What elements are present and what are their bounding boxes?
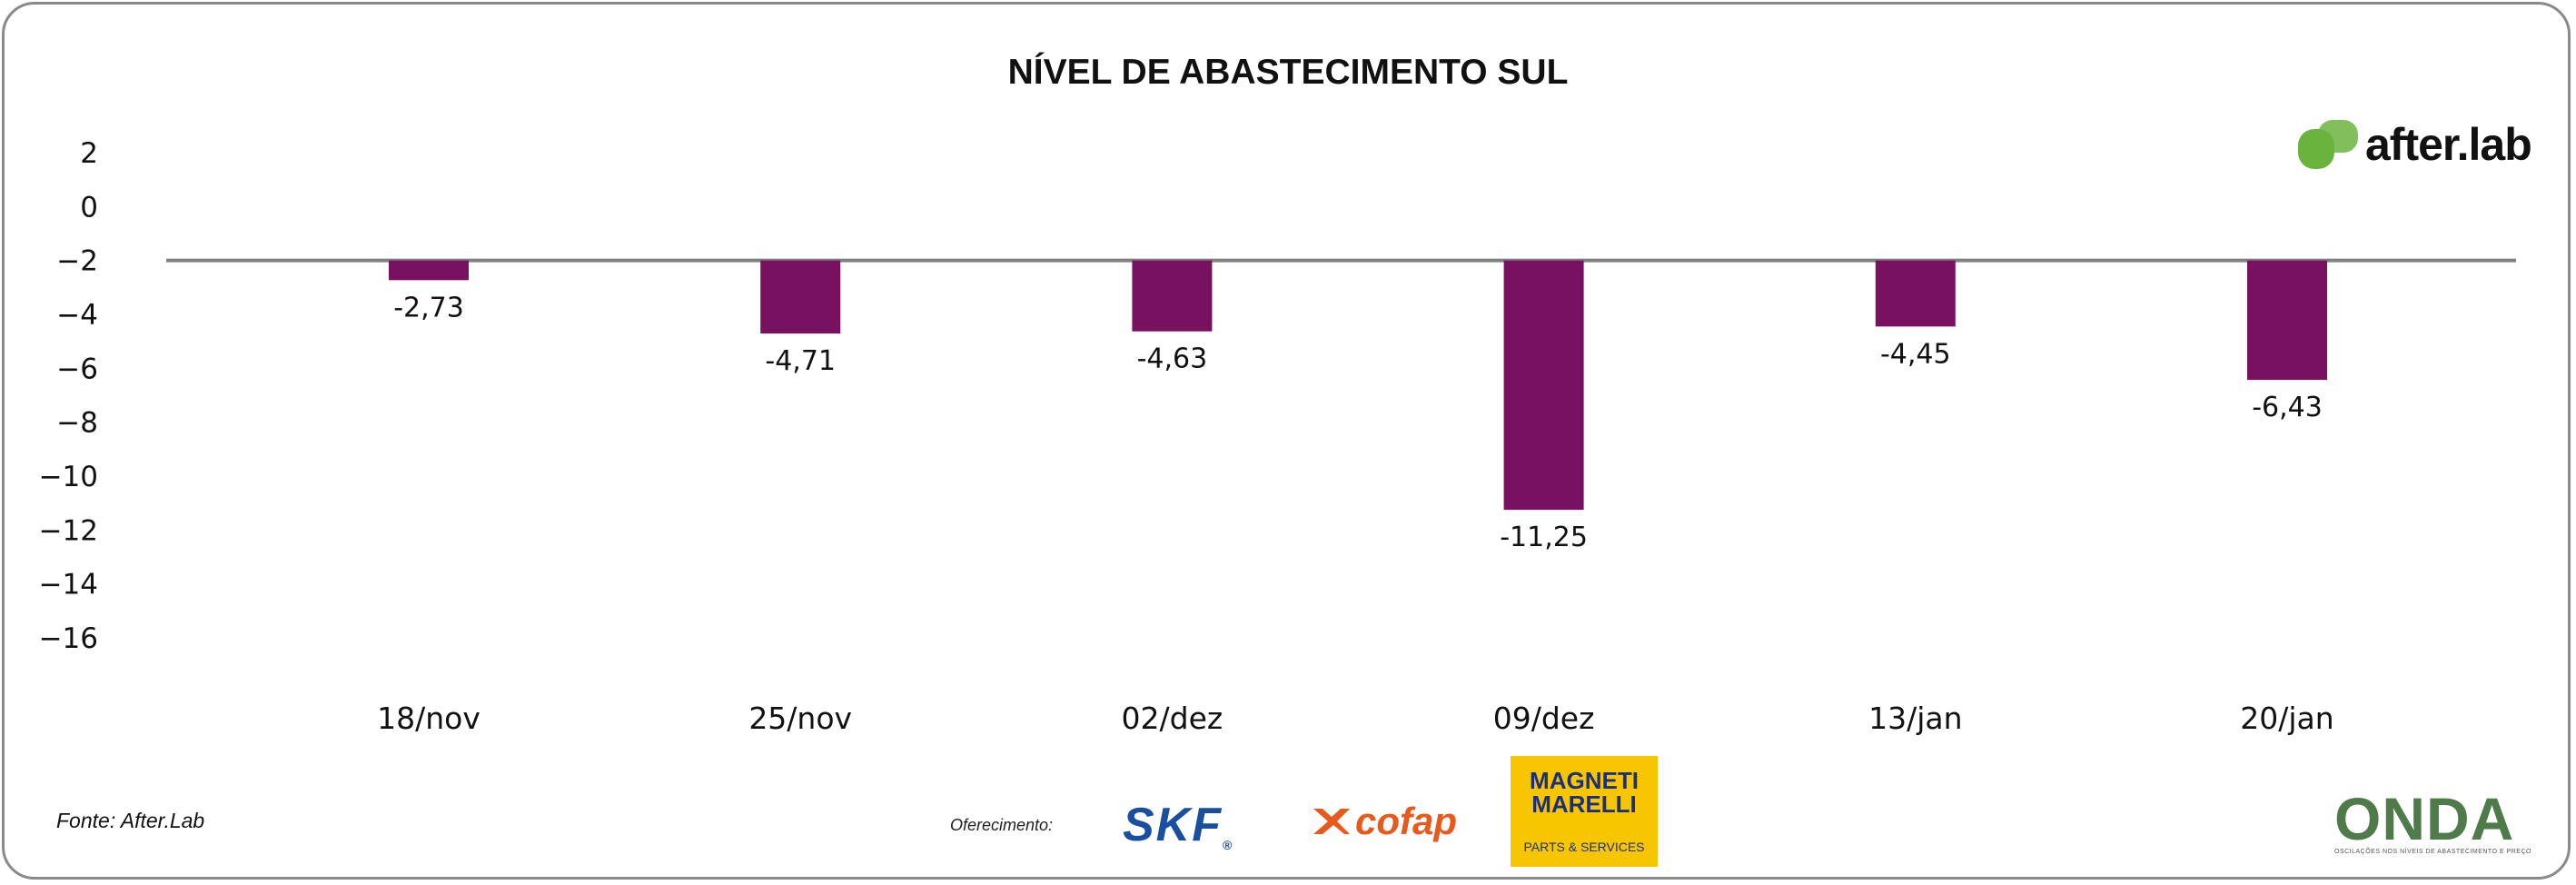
y-tick-label: −10 [39, 461, 98, 493]
sponsor-label: Oferecimento: [950, 816, 1054, 834]
data-labels: -2,73 -4,71 -4,63 -11,25 -4,45 -6,43 [393, 292, 2323, 553]
x-category-label: 09/dez [1493, 701, 1595, 736]
onda-tagline: OSCILAÇÕES NOS NÍVEIS DE ABASTECIMENTO E… [2334, 849, 2531, 855]
bar-data-label: -6,43 [2252, 392, 2323, 423]
x-category-label: 18/nov [377, 701, 481, 736]
x-category-label: 02/dez [1122, 701, 1224, 736]
afterlab-logo: after.lab [2296, 114, 2532, 174]
source-note: Fonte: After.Lab [56, 809, 205, 832]
chart-title: NÍVEL DE ABASTECIMENTO SUL [1007, 53, 1569, 92]
y-tick-label: −16 [39, 622, 98, 655]
x-category-label: 20/jan [2240, 701, 2333, 736]
skf-wordmark: SKF [1123, 799, 1223, 851]
marelli-line: MARELLI [1531, 791, 1637, 818]
cofap-x-icon [1313, 809, 1350, 834]
afterlab-wordmark: after.lab [2365, 119, 2532, 170]
magneti-marelli-logo: MAGNETI MARELLI PARTS & SERVICES [1511, 756, 1658, 867]
onda-wordmark: ONDA [2334, 785, 2515, 852]
magneti-line: MAGNETI [1530, 767, 1639, 794]
bar-data-label: -11,25 [1500, 522, 1588, 553]
cofap-wordmark: cofap [1355, 800, 1458, 842]
magneti-marelli-wordmark: MAGNETI MARELLI [1511, 769, 1658, 816]
x-category-label: 25/nov [748, 701, 852, 736]
y-tick-label: −4 [56, 299, 98, 332]
y-tick-label: −14 [39, 569, 98, 602]
registered-icon: ® [1223, 838, 1234, 852]
bar-series [389, 260, 2327, 511]
skf-logo: SKF® [1123, 798, 1234, 852]
y-axis-ticks: 2 0 −2 −4 −6 −8 −10 −12 −14 −16 [39, 137, 98, 655]
x-category-label: 13/jan [1868, 701, 1962, 736]
bar-data-label: -4,45 [1880, 338, 1951, 370]
bar [760, 260, 841, 334]
magneti-subtitle: PARTS & SERVICES [1523, 840, 1645, 854]
bar [2247, 260, 2327, 381]
y-tick-label: −8 [56, 407, 98, 440]
y-tick-label: 2 [80, 137, 98, 170]
bar [1875, 260, 1956, 327]
y-tick-label: −2 [56, 245, 98, 278]
onda-logo: ONDA OSCILAÇÕES NOS NÍVEIS DE ABASTECIME… [2334, 785, 2531, 855]
bar [389, 260, 469, 281]
bar-data-label: -2,73 [393, 292, 464, 323]
y-tick-label: 0 [80, 191, 98, 224]
y-tick-label: −6 [56, 353, 98, 385]
bar-data-label: -4,63 [1137, 343, 1208, 375]
bar [1503, 260, 1584, 511]
cofap-logo: cofap [1310, 800, 1457, 843]
afterlab-leaf-icon [2298, 120, 2358, 169]
x-axis-categories: 18/nov 25/nov 02/dez 09/dez 13/jan 20/jan [377, 701, 2334, 736]
y-tick-label: −12 [39, 514, 98, 547]
bar-data-label: -4,71 [765, 345, 836, 377]
bar [1132, 260, 1213, 332]
